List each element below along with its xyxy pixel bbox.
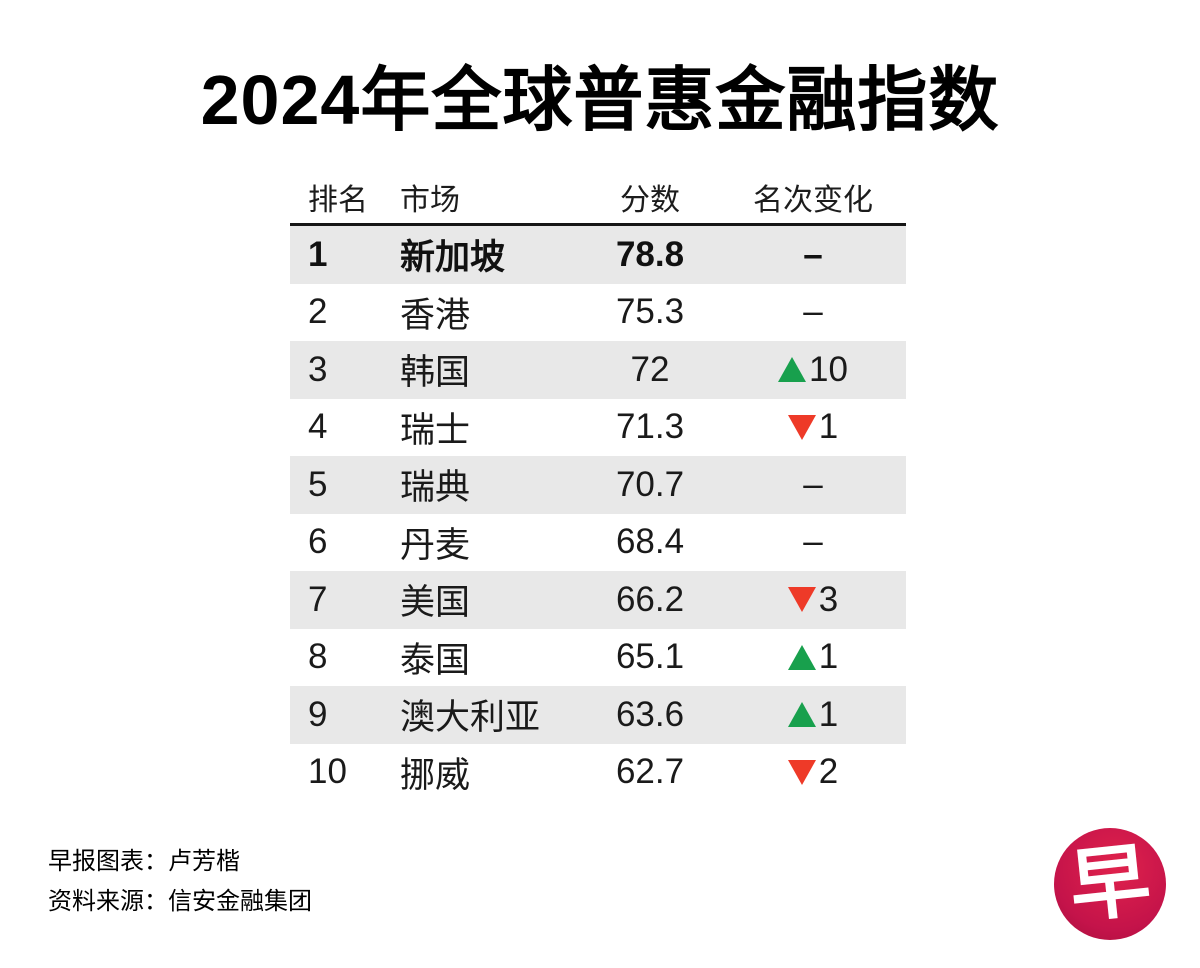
column-header-rank: 排名 bbox=[308, 183, 368, 217]
page-title: 2024年全球普惠金融指数 bbox=[200, 61, 1000, 139]
change-label: 1 bbox=[818, 407, 839, 447]
up-triangle-icon bbox=[787, 644, 816, 670]
table-row: 9 澳大利亚 63.6 1 bbox=[290, 686, 906, 744]
zaobao-logo-icon: 早 bbox=[1052, 826, 1168, 942]
column-header-change: 名次变化 bbox=[753, 183, 873, 217]
market-cell: 丹麦 bbox=[400, 525, 471, 565]
no-change-dash: – bbox=[803, 464, 823, 504]
footer-credits: 早报图表：卢芳楷 资料来源：信安金融集团 bbox=[48, 842, 312, 922]
change-label: 10 bbox=[809, 349, 848, 389]
change-label: 3 bbox=[818, 579, 839, 619]
up-triangle-icon bbox=[778, 357, 807, 383]
change-cell: – bbox=[720, 465, 906, 505]
rank-cell: 6 bbox=[308, 522, 328, 562]
no-change-dash: – bbox=[803, 522, 823, 562]
market-cell: 美国 bbox=[400, 583, 471, 623]
change-cell: – bbox=[720, 292, 906, 332]
svg-text:早: 早 bbox=[1066, 835, 1155, 932]
rank-cell: 3 bbox=[308, 349, 328, 389]
table-row: 8 泰国 65.1 1 bbox=[290, 628, 906, 686]
down-triangle-icon bbox=[787, 414, 816, 440]
data-source: 资料来源：信安金融集团 bbox=[48, 888, 312, 915]
score-cell: 70.7 bbox=[615, 464, 685, 504]
table-row: 5 瑞典 70.7 – bbox=[290, 456, 906, 514]
market-cell: 瑞士 bbox=[400, 410, 471, 450]
score-cell: 62.7 bbox=[615, 752, 685, 792]
table-header-row: 排名 市场 分数 名次变化 bbox=[290, 170, 906, 226]
score-cell: 65.1 bbox=[615, 637, 685, 677]
change-cell: – bbox=[720, 522, 906, 562]
no-change-dash: – bbox=[803, 292, 823, 332]
market-cell: 澳大利亚 bbox=[400, 698, 541, 738]
score-cell: 68.4 bbox=[615, 522, 685, 562]
table-rows: 1 新加坡 78.8 – 2 香港 75.3 – 3 韩国 72 10 4 瑞士… bbox=[290, 226, 906, 801]
chart-credit: 早报图表：卢芳楷 bbox=[48, 848, 240, 875]
rank-cell: 4 bbox=[308, 407, 328, 447]
table-row: 3 韩国 72 10 bbox=[290, 341, 906, 399]
change-cell: 3 bbox=[720, 580, 906, 620]
change-label: 1 bbox=[818, 637, 839, 677]
table-row: 10 挪威 62.7 2 bbox=[290, 743, 906, 801]
table-row: 1 新加坡 78.8 – bbox=[290, 226, 906, 284]
score-cell: 66.2 bbox=[615, 579, 685, 619]
rank-cell: 8 bbox=[308, 637, 328, 677]
change-cell: 10 bbox=[720, 350, 906, 390]
market-cell: 挪威 bbox=[400, 755, 471, 795]
column-header-market: 市场 bbox=[400, 183, 460, 217]
change-cell: 1 bbox=[720, 637, 906, 677]
market-cell: 新加坡 bbox=[400, 238, 506, 278]
market-cell: 瑞典 bbox=[400, 468, 471, 508]
table-row: 7 美国 66.2 3 bbox=[290, 571, 906, 629]
score-cell: 78.8 bbox=[615, 234, 685, 274]
table-row: 4 瑞士 71.3 1 bbox=[290, 398, 906, 456]
score-cell: 72 bbox=[630, 349, 670, 389]
score-cell: 71.3 bbox=[615, 407, 685, 447]
table-row: 6 丹麦 68.4 – bbox=[290, 513, 906, 571]
change-label: 2 bbox=[818, 752, 839, 792]
change-cell: 1 bbox=[720, 695, 906, 735]
rank-cell: 10 bbox=[308, 752, 347, 792]
rank-cell: 2 bbox=[308, 292, 328, 332]
score-cell: 75.3 bbox=[615, 292, 685, 332]
rank-cell: 1 bbox=[308, 234, 328, 274]
down-triangle-icon bbox=[787, 759, 816, 785]
zaobao-logo-svg: 早 bbox=[1054, 828, 1166, 940]
column-header-score: 分数 bbox=[620, 183, 680, 217]
change-cell: 1 bbox=[720, 407, 906, 447]
market-cell: 泰国 bbox=[400, 640, 471, 680]
market-cell: 韩国 bbox=[400, 353, 471, 393]
change-cell: – bbox=[720, 235, 906, 275]
no-change-dash: – bbox=[803, 234, 823, 274]
ranking-table: 排名 市场 分数 名次变化 1 新加坡 78.8 – 2 香港 75.3 – 3… bbox=[290, 170, 906, 801]
score-cell: 63.6 bbox=[615, 694, 685, 734]
up-triangle-icon bbox=[787, 702, 816, 728]
rank-cell: 5 bbox=[308, 464, 328, 504]
table-row: 2 香港 75.3 – bbox=[290, 283, 906, 341]
market-cell: 香港 bbox=[400, 295, 471, 335]
change-cell: 2 bbox=[720, 752, 906, 792]
rank-cell: 9 bbox=[308, 694, 328, 734]
down-triangle-icon bbox=[787, 587, 816, 613]
rank-cell: 7 bbox=[308, 579, 328, 619]
change-label: 1 bbox=[818, 694, 839, 734]
